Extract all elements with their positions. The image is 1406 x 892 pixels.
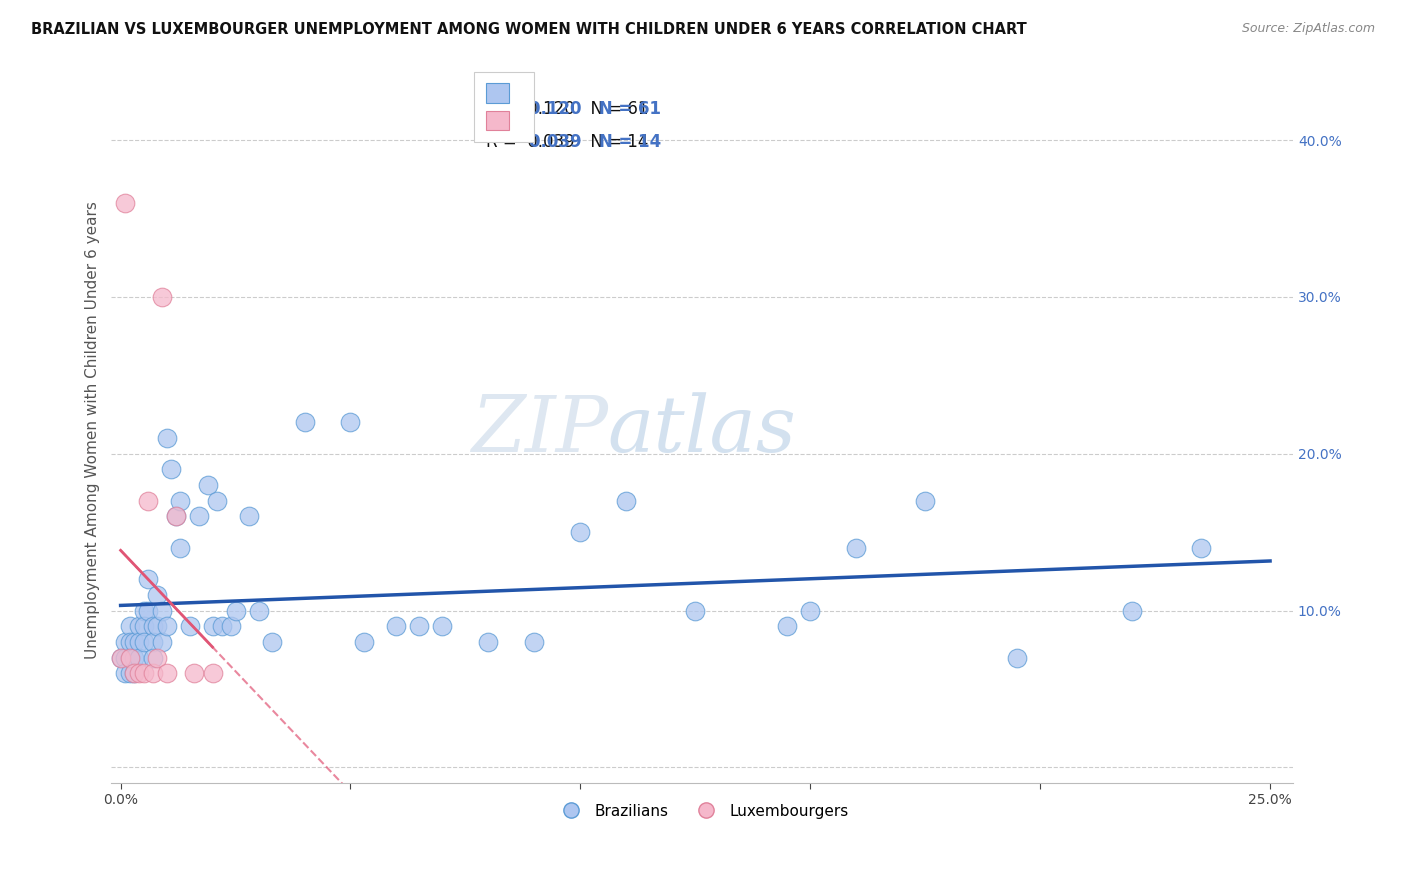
- Point: [238, 509, 260, 524]
- Point: [432, 619, 454, 633]
- Point: [132, 666, 155, 681]
- Point: [339, 416, 361, 430]
- Text: Source: ZipAtlas.com: Source: ZipAtlas.com: [1241, 22, 1375, 36]
- Point: [477, 635, 499, 649]
- Text: 0.039   N = 14: 0.039 N = 14: [529, 134, 661, 152]
- Point: [408, 619, 430, 633]
- Point: [118, 619, 141, 633]
- Point: [136, 572, 159, 586]
- Point: [385, 619, 408, 633]
- Text: BRAZILIAN VS LUXEMBOURGER UNEMPLOYMENT AMONG WOMEN WITH CHILDREN UNDER 6 YEARS C: BRAZILIAN VS LUXEMBOURGER UNEMPLOYMENT A…: [31, 22, 1026, 37]
- Point: [262, 635, 284, 649]
- Point: [118, 650, 141, 665]
- Point: [225, 603, 247, 617]
- Point: [523, 635, 546, 649]
- Point: [114, 195, 136, 210]
- Point: [136, 603, 159, 617]
- Legend: Brazilians, Luxembourgers: Brazilians, Luxembourgers: [550, 797, 855, 825]
- Point: [183, 666, 205, 681]
- Point: [201, 619, 224, 633]
- Text: 0.120   N = 61: 0.120 N = 61: [529, 100, 661, 119]
- Point: [201, 666, 224, 681]
- Point: [150, 603, 173, 617]
- Point: [124, 666, 146, 681]
- Y-axis label: Unemployment Among Women with Children Under 6 years: Unemployment Among Women with Children U…: [86, 202, 100, 659]
- Point: [247, 603, 270, 617]
- Point: [776, 619, 799, 633]
- Point: [219, 619, 242, 633]
- Text: ZIP: ZIP: [471, 392, 607, 468]
- Point: [165, 509, 187, 524]
- Point: [197, 478, 219, 492]
- Point: [1121, 603, 1143, 617]
- Point: [124, 635, 146, 649]
- Text: R =  0.039   N = 14: R = 0.039 N = 14: [486, 134, 648, 152]
- Point: [114, 635, 136, 649]
- Point: [614, 493, 637, 508]
- Point: [845, 541, 868, 555]
- Point: [685, 603, 707, 617]
- Text: R =  0.120   N = 61: R = 0.120 N = 61: [486, 100, 648, 119]
- Point: [142, 619, 165, 633]
- Point: [165, 509, 187, 524]
- Point: [187, 509, 209, 524]
- Point: [914, 493, 936, 508]
- Point: [132, 619, 155, 633]
- Point: [132, 635, 155, 649]
- Point: [124, 650, 146, 665]
- Point: [124, 666, 146, 681]
- Point: [569, 525, 592, 540]
- Point: [118, 635, 141, 649]
- Point: [155, 431, 177, 445]
- Point: [1005, 650, 1028, 665]
- Point: [294, 416, 316, 430]
- Point: [128, 619, 150, 633]
- Point: [128, 666, 150, 681]
- Point: [353, 635, 375, 649]
- Point: [155, 619, 177, 633]
- Point: [110, 650, 132, 665]
- Text: atlas: atlas: [607, 392, 796, 468]
- Point: [142, 650, 165, 665]
- Point: [146, 588, 169, 602]
- Point: [142, 666, 165, 681]
- Point: [118, 666, 141, 681]
- Point: [114, 650, 136, 665]
- Point: [110, 650, 132, 665]
- Point: [179, 619, 201, 633]
- Point: [169, 493, 191, 508]
- Point: [128, 650, 150, 665]
- Point: [146, 619, 169, 633]
- Point: [142, 635, 165, 649]
- Point: [1189, 541, 1212, 555]
- Point: [118, 650, 141, 665]
- Point: [799, 603, 821, 617]
- Point: [155, 666, 177, 681]
- Point: [150, 635, 173, 649]
- Point: [160, 462, 183, 476]
- Point: [132, 603, 155, 617]
- Point: [114, 666, 136, 681]
- Point: [128, 635, 150, 649]
- Point: [136, 493, 159, 508]
- Point: [150, 290, 173, 304]
- Point: [169, 541, 191, 555]
- Point: [211, 619, 233, 633]
- Point: [205, 493, 228, 508]
- Point: [146, 650, 169, 665]
